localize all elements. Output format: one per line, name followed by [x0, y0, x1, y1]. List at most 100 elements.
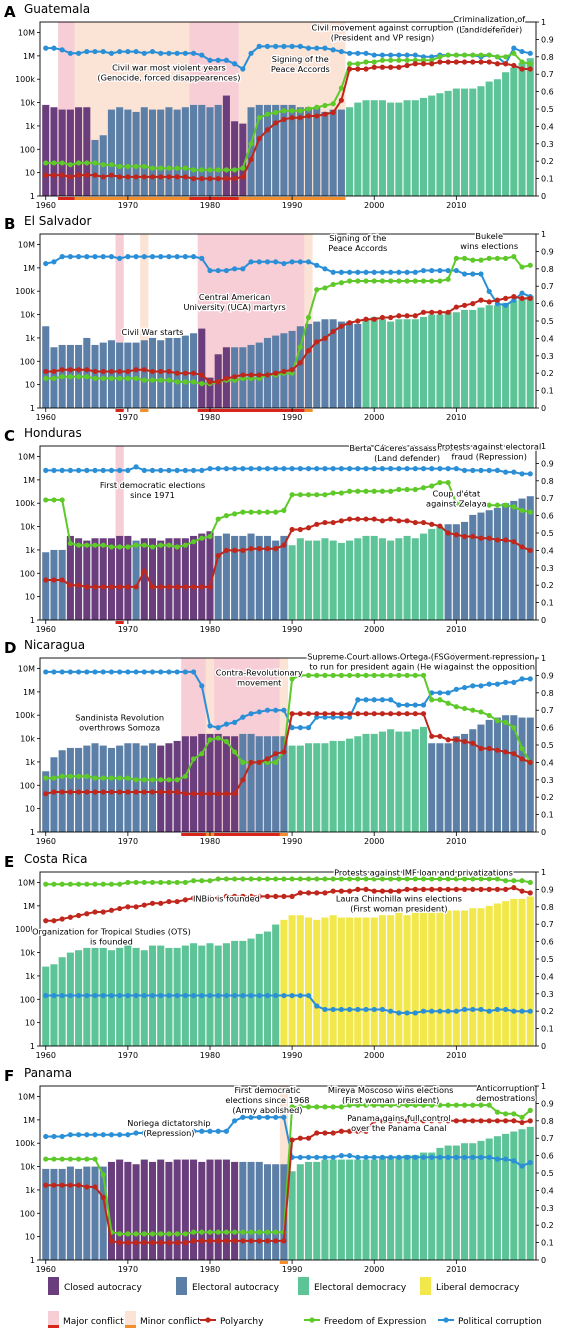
bar-2011 [461, 1143, 469, 1260]
bar-1960 [42, 326, 50, 408]
freedom-point [412, 486, 418, 493]
bar-1975 [165, 538, 173, 620]
bar-1973 [148, 538, 157, 620]
freedom-point [297, 1104, 303, 1110]
annotation-text: Civil movement against corruption [312, 23, 454, 33]
bar-1995 [329, 915, 337, 1046]
polyarchy-point [346, 516, 353, 522]
freedom-point [355, 278, 361, 284]
right-tick-label: 0.2 [541, 157, 554, 166]
bar-2000 [370, 100, 378, 196]
corruption-point [396, 466, 402, 472]
freedom-point [453, 876, 459, 882]
polyarchy-point [420, 519, 427, 526]
polyarchy-point [199, 584, 205, 590]
corruption-point [100, 467, 106, 473]
legend-label: Polyarchy [220, 1317, 264, 1327]
corruption-point [59, 992, 65, 999]
freedom-point [149, 1231, 156, 1237]
freedom-point [314, 876, 320, 882]
freedom-point [232, 876, 238, 882]
annotation-text: Signing of the [329, 233, 386, 243]
right-tick-label: 0.3 [541, 1204, 554, 1213]
freedom-point [84, 160, 90, 166]
panel-title: Honduras [24, 426, 82, 440]
bar-1991 [296, 915, 304, 1046]
bar-2011 [461, 88, 469, 196]
bar-2005 [411, 538, 419, 620]
minor-conflict-band [140, 234, 149, 408]
bar-2000 [370, 535, 378, 620]
polyarchy-point [51, 172, 57, 178]
corruption-point [363, 697, 369, 703]
freedom-point [396, 57, 402, 63]
freedom-point [232, 749, 238, 755]
polyarchy-point [486, 59, 492, 65]
polyarchy-point [338, 518, 344, 524]
annotation-text: Criminalization of [453, 14, 526, 24]
corruption-point [59, 47, 65, 53]
corruption-point [141, 1130, 147, 1136]
minor-conflict-mark [279, 833, 288, 836]
x-tick-label: 2000 [364, 201, 384, 210]
bar-2017 [510, 715, 518, 832]
polyarchy-point [486, 299, 492, 305]
freedom-point [363, 876, 369, 882]
freedom-point [273, 109, 279, 116]
bar-1985 [247, 107, 255, 196]
freedom-point [223, 876, 230, 882]
corruption-point [240, 266, 246, 272]
corruption-point [223, 267, 230, 274]
right-tick-label: 0 [541, 828, 546, 837]
corruption-point [494, 1006, 501, 1013]
corruption-point [314, 262, 320, 268]
freedom-point [84, 374, 90, 380]
polyarchy-point [51, 918, 57, 924]
corruption-point [511, 1158, 517, 1164]
legend-dot [205, 1317, 211, 1323]
freedom-point [281, 108, 287, 114]
left-tick-label: 1M [23, 264, 35, 273]
bar-1989 [280, 535, 288, 620]
corruption-point [346, 1006, 353, 1013]
corruption-point [305, 466, 312, 472]
annotation-text: Civil war most violent years [112, 63, 226, 73]
annotation-text: Contra-Revolutionary [216, 667, 303, 677]
corruption-point [256, 1114, 262, 1120]
freedom-point [133, 375, 139, 382]
bar-1990 [288, 915, 296, 1046]
polyarchy-point [92, 789, 98, 795]
bar-2016 [502, 503, 510, 620]
polyarchy-point [379, 1118, 386, 1124]
bar-2005 [411, 729, 419, 832]
polyarchy-point [511, 751, 517, 757]
freedom-point [248, 1229, 254, 1235]
freedom-point [527, 262, 533, 268]
corruption-point [232, 466, 238, 472]
freedom-point [346, 61, 353, 67]
freedom-point [404, 1102, 410, 1108]
polyarchy-point [141, 1240, 147, 1246]
polyarchy-point [404, 886, 410, 893]
polyarchy-point [346, 320, 353, 326]
corruption-point [412, 52, 418, 58]
bar-1982 [222, 736, 230, 832]
freedom-point [51, 160, 57, 166]
corruption-point [461, 684, 468, 691]
polyarchy-point [478, 297, 484, 303]
bar-1964 [75, 1168, 83, 1260]
freedom-point [420, 278, 427, 284]
polyarchy-point [232, 547, 238, 554]
polyarchy-point [59, 789, 65, 795]
bar-1961 [50, 107, 58, 196]
right-tick-label: 0.3 [541, 140, 554, 149]
bar-2014 [485, 1138, 493, 1260]
polyarchy-point [445, 1118, 451, 1124]
polyarchy-point [494, 537, 501, 543]
corruption-point [355, 269, 361, 275]
corruption-point [404, 269, 410, 275]
freedom-point [396, 876, 402, 882]
freedom-point [92, 775, 98, 781]
freedom-point [478, 500, 484, 507]
legend: Closed autocracy Electoral autocracy Elect… [48, 1277, 542, 1328]
